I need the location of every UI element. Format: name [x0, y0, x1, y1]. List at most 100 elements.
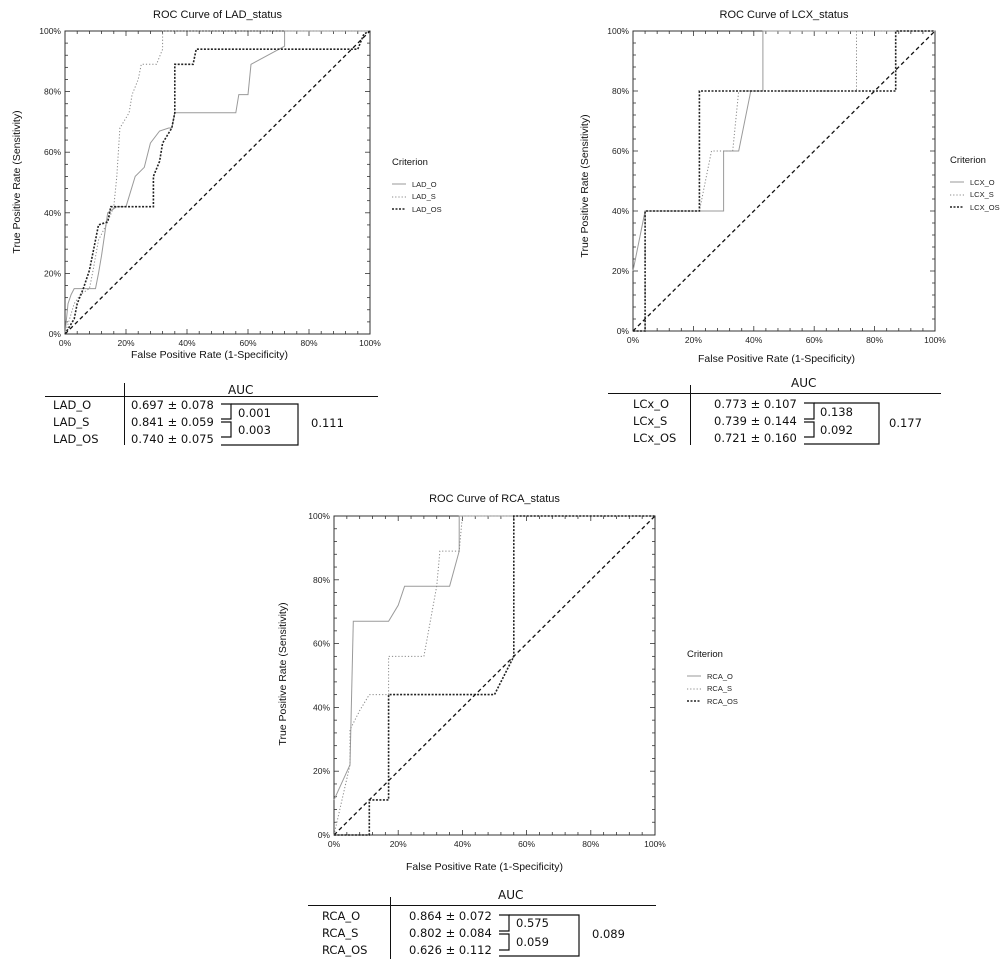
- table-header-rule: [608, 393, 941, 394]
- x-tick-label: 40%: [178, 338, 195, 348]
- row-label: RCA_S: [322, 926, 359, 940]
- y-tick-label: 80%: [44, 87, 61, 97]
- lad-panel: ROC Curve of LAD_status 0% 20% 40% 60% 80% 10…: [0, 0, 500, 460]
- auc-value: 0.773 ± 0.107: [714, 397, 797, 411]
- x-axis-title: False Positive Rate (1-Specificity): [406, 861, 563, 873]
- y-tick-label: 60%: [313, 639, 330, 649]
- row-label: LAD_OS: [53, 432, 99, 446]
- auc-value: 0.626 ± 0.112: [409, 943, 492, 957]
- x-tick-label: 100%: [924, 335, 946, 345]
- auc-value: 0.721 ± 0.160: [714, 431, 797, 445]
- row-label: LCx_O: [633, 397, 670, 411]
- x-axis-title: False Positive Rate (1-Specificity): [698, 353, 855, 365]
- auc-header: AUC: [228, 383, 254, 397]
- roc-plot: 0% 20% 40% 60% 80% 100% 0% 20% 40% 60% 80% 100%: [607, 26, 946, 345]
- y-tick-label: 0%: [318, 830, 331, 840]
- auc-value: 0.802 ± 0.084: [409, 926, 492, 940]
- x-axis-title: False Positive Rate (1-Specificity): [131, 349, 288, 361]
- y-tick-label: 60%: [44, 147, 61, 157]
- auc-table: AUC RCA_O RCA_S RCA_OS 0.864 ± 0.072 0.8…: [308, 888, 668, 959]
- chart-title: ROC Curve of LCX_status: [719, 9, 849, 21]
- legend-item: RCA_OS: [687, 696, 738, 706]
- x-tick-label: 20%: [390, 839, 407, 849]
- x-tick-label: 40%: [745, 335, 762, 345]
- y-tick-label: 100%: [607, 26, 629, 36]
- roc-curve-lcx_s: [633, 30, 935, 332]
- x-tick-label: 100%: [359, 338, 381, 348]
- y-tick-label: 100%: [308, 511, 330, 521]
- lcx-panel: ROC Curve of LCX_status 0% 20% 40% 60% 80% 10…: [570, 0, 1004, 460]
- y-tick-label: 40%: [44, 208, 61, 218]
- legend-item: LCX_O: [950, 177, 995, 187]
- auc-table: AUC LAD_O LAD_S LAD_OS 0.697 ± 0.078 0.8…: [45, 383, 385, 453]
- table-header-rule: [308, 905, 656, 906]
- row-label: RCA_O: [322, 909, 361, 923]
- legend-item: LCX_S: [950, 190, 994, 200]
- x-tick-label: 100%: [644, 839, 666, 849]
- legend-item: RCA_O: [687, 671, 733, 681]
- p-value: 0.138: [820, 405, 853, 419]
- auc-value: 0.739 ± 0.144: [714, 414, 797, 428]
- auc-table: AUC LCx_O LCx_S LCx_OS 0.773 ± 0.107 0.7…: [608, 376, 948, 446]
- comparison-brackets: [221, 403, 299, 446]
- p-value: 0.111: [311, 416, 344, 430]
- roc-plot: 0% 20% 40% 60% 80% 100% 0% 20% 40% 60% 80% 100%: [39, 26, 381, 348]
- y-axis-title: True Positive Rate (Sensitivity): [579, 114, 591, 258]
- p-value: 0.059: [516, 935, 549, 949]
- x-tick-label: 80%: [866, 335, 883, 345]
- row-label: LCx_OS: [633, 431, 677, 445]
- chart-title: ROC Curve of LAD_status: [153, 9, 282, 21]
- roc-curve-lcx_o: [632, 30, 935, 272]
- p-value: 0.001: [238, 406, 271, 420]
- y-tick-label: 0%: [617, 326, 630, 336]
- comparison-brackets: [804, 402, 880, 445]
- auc-header: AUC: [791, 376, 817, 390]
- roc-plot: 0% 20% 40% 60% 80% 100% 0% 20% 40% 60% 80% 100%: [308, 511, 666, 849]
- x-tick-label: 80%: [300, 338, 317, 348]
- x-tick-label: 0%: [328, 839, 341, 849]
- table-divider: [124, 383, 125, 445]
- roc-curve-lcx_os: [633, 30, 935, 332]
- y-tick-label: 20%: [44, 268, 61, 278]
- auc-header: AUC: [498, 888, 524, 902]
- legend-title: Criterion: [687, 649, 723, 660]
- p-value: 0.092: [820, 423, 853, 437]
- table-header-rule: [45, 396, 378, 397]
- x-tick-label: 20%: [685, 335, 702, 345]
- x-tick-label: 60%: [518, 839, 535, 849]
- x-tick-label: 40%: [454, 839, 471, 849]
- y-tick-label: 60%: [612, 146, 629, 156]
- chart-title: ROC Curve of RCA_status: [429, 493, 560, 505]
- y-tick-label: 100%: [39, 26, 61, 36]
- x-tick-label: 80%: [582, 839, 599, 849]
- p-value: 0.089: [592, 927, 625, 941]
- reference-diagonal: [632, 30, 936, 332]
- p-value: 0.575: [516, 916, 549, 930]
- roc-curve-rca_s: [333, 515, 655, 836]
- roc-curve-rca_os: [334, 515, 655, 836]
- legend: Criterion LCX_O LCX_S LCX_OS: [950, 155, 1000, 214]
- y-tick-label: 40%: [612, 206, 629, 216]
- roc-curve-rca_o: [333, 515, 655, 801]
- legend: Criterion LAD_O LAD_S LAD_OS: [392, 157, 442, 216]
- y-tick-label: 80%: [612, 86, 629, 96]
- roc-curve-lad_s: [64, 30, 370, 335]
- auc-value: 0.864 ± 0.072: [409, 909, 492, 923]
- row-label: LAD_O: [53, 398, 92, 412]
- legend: Criterion RCA_O RCA_S RCA_OS: [687, 649, 738, 708]
- auc-value: 0.697 ± 0.078: [131, 398, 214, 412]
- x-tick-label: 0%: [627, 335, 640, 345]
- roc-curve-lad_os: [64, 30, 371, 335]
- y-tick-label: 20%: [313, 766, 330, 776]
- legend-title: Criterion: [950, 155, 986, 166]
- reference-diagonal: [333, 515, 656, 836]
- y-tick-label: 0%: [49, 329, 62, 339]
- x-tick-label: 0%: [59, 338, 72, 348]
- legend-title: Criterion: [392, 157, 428, 168]
- p-value: 0.177: [889, 416, 922, 430]
- table-divider: [390, 897, 391, 959]
- legend-item: LCX_OS: [950, 202, 1000, 212]
- roc-curve-lad_o: [64, 30, 370, 335]
- reference-diagonal: [64, 30, 371, 335]
- x-tick-label: 20%: [117, 338, 134, 348]
